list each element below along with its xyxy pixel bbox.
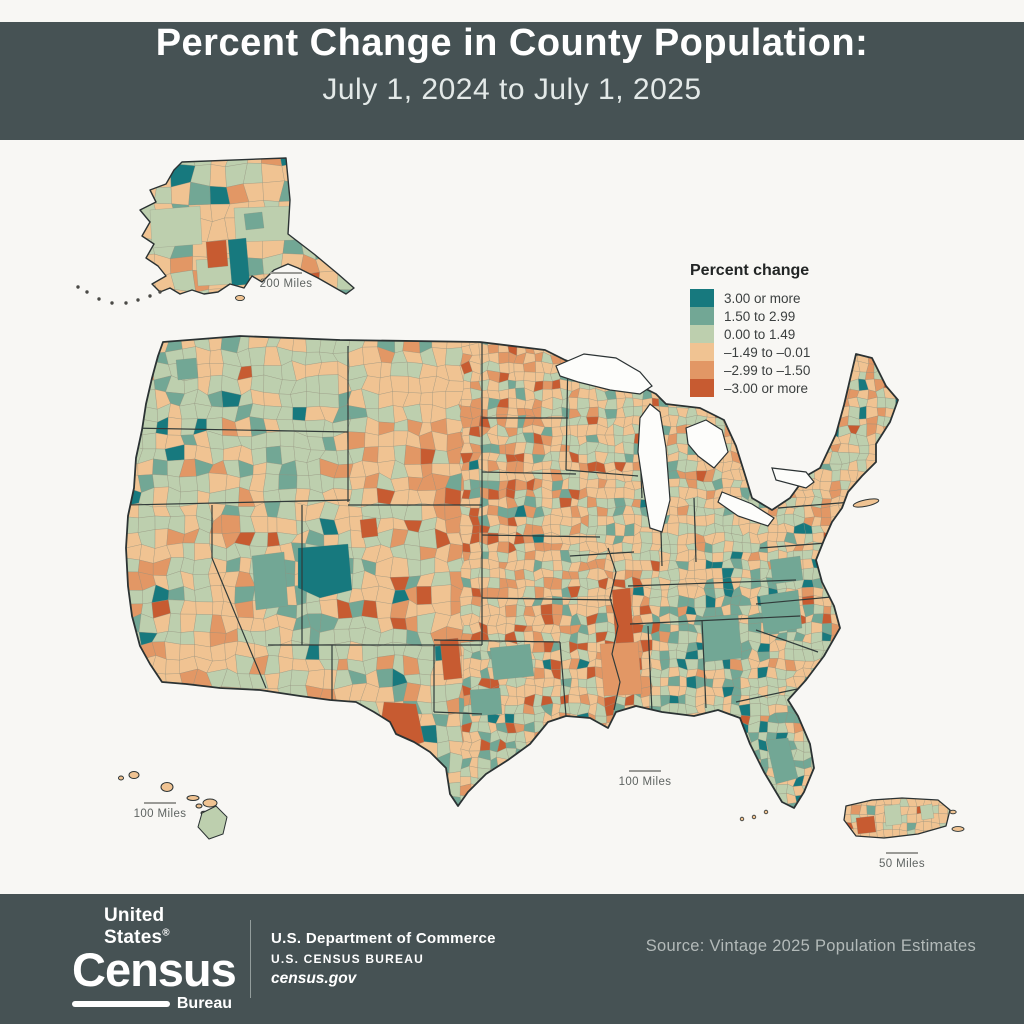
- florida-keys-island: [763, 809, 769, 815]
- legend-swatch: [690, 307, 714, 325]
- contiguous-us-counties: [126, 336, 898, 808]
- logo-bottom-row: Bureau: [72, 995, 232, 1013]
- florida-keys-island: [739, 816, 745, 822]
- legend-label: –2.99 to –1.50: [724, 362, 811, 378]
- census-bureau-text: U.S. CENSUS BUREAU: [271, 952, 424, 966]
- footer: United States® Census Bureau U.S. Depart…: [0, 894, 1024, 1024]
- puerto-rico-outline: [843, 797, 951, 839]
- legend-item: 1.50 to 2.99: [690, 307, 870, 325]
- scale-bar-conus: 100 Miles: [605, 770, 685, 788]
- dept-of-commerce-text: U.S. Department of Commerce: [271, 930, 496, 947]
- alaska-outline: [139, 157, 355, 295]
- aleutian-island: [97, 297, 101, 301]
- map-legend: Percent change 3.00 or more 1.50 to 2.99 0…: [690, 262, 870, 397]
- legend-label: 0.00 to 1.49: [724, 326, 796, 342]
- vieques-island: [951, 826, 965, 832]
- footer-divider: [250, 920, 251, 998]
- conus-outline: [125, 335, 899, 809]
- header: Percent Change in County Population: Jul…: [0, 22, 1024, 162]
- legend-item: 3.00 or more: [690, 289, 870, 307]
- logo-united-states: United States®: [104, 905, 170, 949]
- legend-swatch: [690, 361, 714, 379]
- scale-bar-line: [144, 802, 176, 804]
- state-boundaries: [126, 342, 853, 717]
- legend-label: 1.50 to 2.99: [724, 308, 796, 324]
- scale-bar-puerto-rico: 50 Miles: [866, 852, 938, 870]
- us-county-choropleth-map: [76, 157, 965, 840]
- legend-item: –2.99 to –1.50: [690, 361, 870, 379]
- commerce-block: U.S. Department of Commerce U.S. CENSUS …: [271, 930, 496, 988]
- scale-bar-label: 100 Miles: [133, 808, 187, 820]
- scale-bar-line: [629, 770, 661, 772]
- legend-swatch: [690, 289, 714, 307]
- census-gov-text: census.gov: [271, 970, 357, 987]
- scale-bar-alaska: 200 Miles: [250, 272, 322, 290]
- scale-bar-hawaii: 100 Miles: [124, 802, 196, 820]
- scale-bar-label: 50 Miles: [878, 858, 926, 870]
- aleutian-island: [85, 290, 89, 294]
- logo-bureau: Bureau: [176, 994, 232, 1012]
- long-island: [852, 498, 880, 508]
- kodiak-island: [235, 294, 245, 302]
- puerto-rico-inset: [844, 798, 950, 838]
- legend-label: –3.00 or more: [724, 380, 809, 396]
- aleutian-island: [136, 298, 140, 302]
- hawaiian-island: [118, 775, 124, 781]
- legend-swatch: [690, 343, 714, 361]
- scale-bar-line: [886, 852, 918, 854]
- logo-bar: [72, 1000, 170, 1007]
- hawaiian-island: [160, 782, 174, 792]
- page-subtitle: July 1, 2024 to July 1, 2025: [322, 73, 702, 106]
- aleutian-island: [124, 301, 128, 305]
- legend-item: –1.49 to –0.01: [690, 343, 870, 361]
- page-title: Percent Change in County Population:: [155, 22, 869, 64]
- legend-item: –3.00 or more: [690, 379, 870, 397]
- aleutian-island: [158, 290, 162, 294]
- legend-swatch: [690, 325, 714, 343]
- hawaiian-island: [202, 798, 218, 808]
- legend-rows: 3.00 or more 1.50 to 2.99 0.00 to 1.49 –1.4…: [690, 289, 870, 397]
- aleutian-island: [76, 285, 80, 289]
- scale-bar-line: [270, 272, 302, 274]
- great-lakes: [555, 353, 815, 533]
- scale-bar-label: 200 Miles: [259, 278, 313, 290]
- census-bureau-logo: United States® Census Bureau: [72, 905, 237, 1013]
- map-area: Percent change 3.00 or more 1.50 to 2.99 0…: [0, 140, 1024, 894]
- source-note: Source: Vintage 2025 Population Estimate…: [645, 936, 976, 955]
- hawaii-big-island: [197, 805, 228, 840]
- legend-label: –1.49 to –0.01: [724, 344, 811, 360]
- legend-swatch: [690, 379, 714, 397]
- legend-item: 0.00 to 1.49: [690, 325, 870, 343]
- legend-label: 3.00 or more: [724, 290, 801, 306]
- aleutian-island: [148, 294, 152, 298]
- logo-census-wordmark: Census: [72, 943, 237, 997]
- culebra-island: [949, 809, 957, 815]
- florida-keys-island: [751, 814, 757, 820]
- hawaiian-island: [195, 803, 203, 809]
- legend-title: Percent change: [690, 262, 810, 279]
- aleutian-island: [110, 301, 114, 305]
- hawaiian-island: [128, 771, 140, 779]
- registered-mark: ®: [162, 928, 170, 940]
- hawaiian-island: [186, 795, 200, 801]
- scale-bar-label: 100 Miles: [618, 776, 672, 788]
- hawaii-inset: [118, 771, 228, 840]
